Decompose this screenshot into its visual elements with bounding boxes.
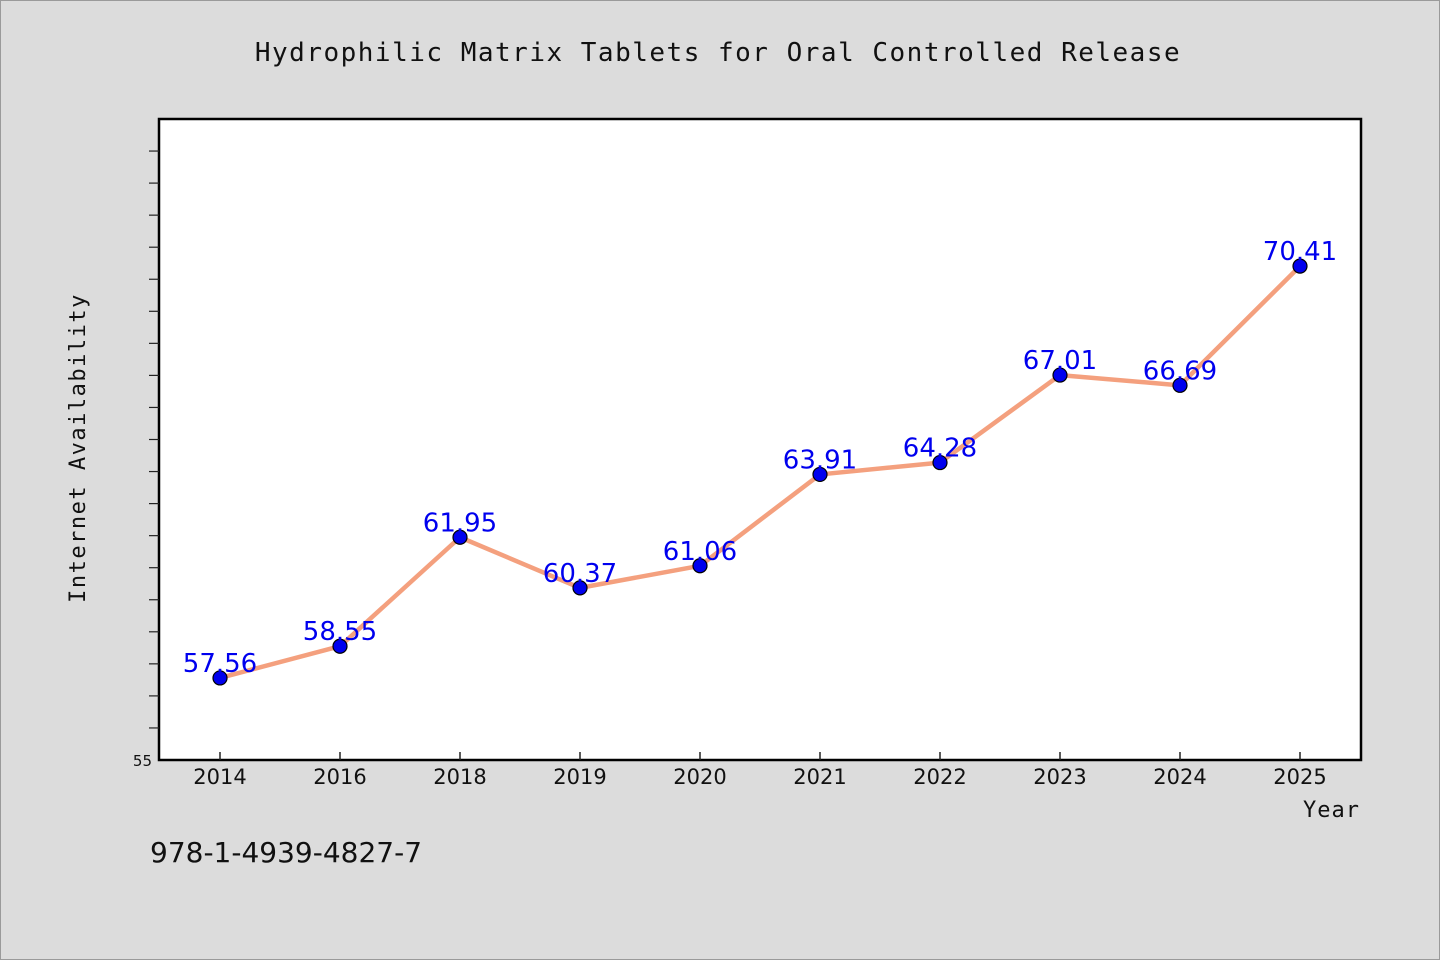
data-point [212, 670, 228, 686]
data-point [572, 580, 588, 596]
x-tick-label: 2021 [793, 765, 846, 789]
x-tick-label: 2016 [313, 765, 366, 789]
data-point [332, 638, 348, 654]
y-tick-label: 55 [133, 752, 152, 770]
x-tick-label: 2023 [1033, 765, 1086, 789]
x-tick-label: 2014 [193, 765, 246, 789]
x-axis-label: Year [1303, 798, 1360, 823]
data-label: 57.56 [183, 649, 257, 679]
data-label: 67.01 [1023, 346, 1097, 376]
data-point [692, 558, 708, 574]
data-label: 63.91 [783, 445, 857, 475]
x-tick-label: 2019 [553, 765, 606, 789]
x-tick-label: 2020 [673, 765, 726, 789]
x-tick-label: 2024 [1153, 765, 1206, 789]
data-point [812, 466, 828, 483]
data-point [932, 454, 948, 471]
chart-title: Hydrophilic Matrix Tablets for Oral Cont… [255, 38, 1181, 68]
x-axis-tick-labels: 2014 2016 2018 2019 2020 2021 2022 2023 2024 2025 [193, 765, 1326, 789]
x-tick-label: 2022 [913, 765, 966, 789]
data-point [1292, 258, 1308, 274]
data-label: 61.06 [663, 537, 737, 567]
x-tick-label: 2025 [1273, 765, 1326, 789]
data-point [1052, 367, 1068, 383]
isbn-text: 978-1-4939-4827-7 [150, 836, 422, 869]
x-axis-ticks [219, 752, 1301, 760]
data-labels: 57.56 58.55 61.95 60.37 61.06 63.91 64.28 67.01… [183, 237, 1337, 679]
data-label: 61.95 [423, 508, 497, 538]
series-markers [212, 258, 1308, 686]
data-label: 70.41 [1263, 237, 1337, 267]
y-axis-ticks [149, 150, 159, 729]
y-axis-label: Internet Availability [66, 293, 91, 603]
data-point [1172, 377, 1188, 393]
data-label: 60.37 [543, 559, 617, 589]
plot-area [157, 117, 1363, 762]
x-tick-label: 2018 [433, 765, 486, 789]
data-point [452, 529, 468, 545]
series-line [217, 263, 1303, 681]
data-label: 58.55 [303, 617, 377, 647]
data-label: 66.69 [1143, 356, 1217, 386]
data-label: 64.28 [903, 434, 977, 464]
